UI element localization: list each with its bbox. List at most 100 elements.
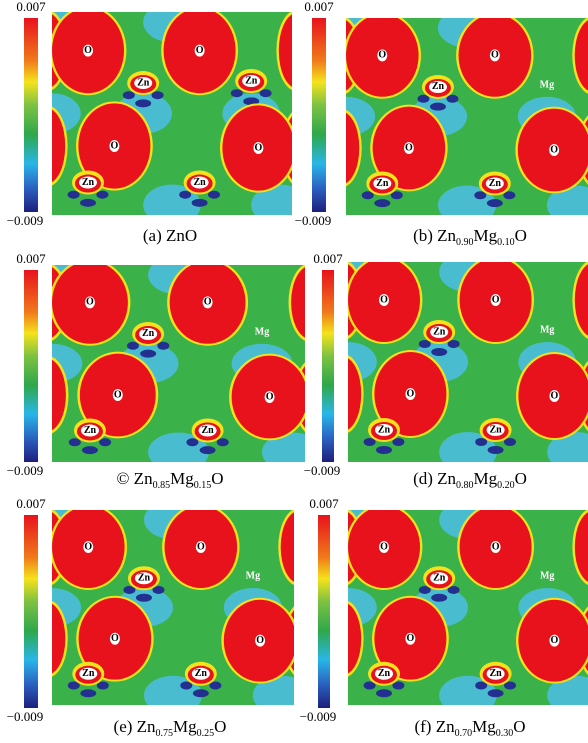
zn-shadow — [376, 689, 392, 697]
zn-shadow — [193, 689, 209, 697]
atom-label: Zn — [433, 326, 446, 337]
zn-shadow — [99, 438, 111, 446]
atom-label: O — [266, 391, 274, 402]
atom-label: O — [111, 140, 119, 151]
caption: (b) Zn0.90Mg0.10O — [413, 226, 527, 248]
zn-shadow — [487, 199, 503, 207]
colorbar — [24, 18, 38, 212]
atom-label: O — [204, 297, 212, 308]
atom-label: O — [550, 144, 558, 155]
panel: 0.007−0.009OOZnMgOOZnZn(f) Zn0.70Mg0.30O — [300, 496, 588, 739]
caption-part: (d) Zn — [413, 469, 456, 488]
caption-part: Mg — [472, 717, 496, 736]
colorbar-max: 0.007 — [313, 251, 343, 266]
caption: (f) Zn0.70Mg0.30O — [414, 717, 525, 739]
zn-shadow — [431, 594, 447, 602]
colorbar-max: 0.007 — [16, 496, 46, 511]
caption-part: O — [515, 226, 527, 245]
colorbar-min: −0.009 — [304, 463, 341, 478]
zn-shadow — [123, 91, 135, 99]
atom-label: O — [492, 294, 500, 305]
atom-label: O — [111, 633, 119, 644]
atom-label: Zn — [138, 573, 151, 584]
caption: © Zn0.85Mg0.15O — [117, 469, 224, 491]
zn-shadow — [186, 438, 198, 446]
zn-shadow — [431, 348, 447, 356]
density-map: OOZnMgOOZnZn — [22, 255, 337, 472]
zn-shadow — [192, 199, 208, 207]
zn-shadow — [96, 191, 108, 199]
colorbar-min: −0.009 — [295, 213, 332, 228]
atom-label: Zn — [378, 424, 391, 435]
caption-part: 0.20 — [497, 480, 515, 491]
colorbar-max: 0.007 — [304, 0, 334, 14]
panel: 0.007−0.009OOZnMgOOZnZn(d) Zn0.80Mg0.20O — [304, 251, 588, 491]
caption-part: (b) Zn — [413, 226, 456, 245]
atom-label: O — [84, 541, 92, 552]
atom-label: O — [114, 389, 122, 400]
atom-label: Zn — [489, 424, 502, 435]
caption-part: 0.80 — [456, 480, 474, 491]
colorbar-max: 0.007 — [309, 496, 339, 511]
caption-part: 0.30 — [496, 728, 514, 739]
caption-part: O — [515, 469, 527, 488]
zn-shadow — [80, 199, 96, 207]
atom-label: O — [86, 297, 94, 308]
zn-shadow — [135, 99, 151, 107]
zn-shadow — [80, 689, 96, 697]
caption-part: (a) ZnO — [143, 226, 197, 245]
zn-shadow — [217, 438, 229, 446]
atom-label: O — [196, 45, 204, 56]
atom-label: O — [84, 45, 92, 56]
atom-label: Mg — [540, 571, 554, 582]
caption-part: 0.90 — [456, 237, 474, 248]
colorbar-min: −0.009 — [300, 709, 337, 724]
colorbar — [312, 18, 326, 212]
atom-label: Zn — [489, 178, 502, 189]
atom-label: O — [407, 388, 415, 399]
atom-label: Mg — [540, 324, 554, 335]
caption-part: 0.75 — [156, 728, 174, 739]
edge-core — [325, 603, 361, 675]
zn-shadow — [69, 438, 81, 446]
colorbar-max: 0.007 — [16, 251, 46, 266]
caption-part: 0.70 — [455, 728, 473, 739]
density-map: OOZnMgOOZnZn — [317, 8, 588, 225]
edge-core — [279, 13, 315, 88]
caption-part: O — [513, 717, 525, 736]
colorbar — [24, 515, 38, 708]
panel: 0.007−0.009OOZnMgOOZnZn(e) Zn0.75Mg0.25O — [7, 496, 325, 739]
caption-part: Mg — [173, 717, 197, 736]
zn-shadow — [260, 89, 272, 97]
atom-label: Zn — [489, 668, 502, 679]
zn-shadow — [68, 191, 80, 199]
atom-label: Zn — [82, 668, 95, 679]
atom-label: Zn — [433, 573, 446, 584]
atom-label: O — [407, 633, 415, 644]
caption-part: 0.85 — [153, 480, 171, 491]
zn-shadow — [136, 594, 152, 602]
caption-part: 0.25 — [197, 728, 215, 739]
atom-label: O — [380, 541, 388, 552]
colorbar-min: −0.009 — [7, 213, 44, 228]
atom-label: Zn — [195, 668, 208, 679]
atom-label: O — [197, 541, 205, 552]
colorbar-min: −0.009 — [7, 709, 44, 724]
panel: 0.007−0.009OOZnZnOOZnZn(a) ZnO — [7, 0, 322, 245]
colorbar — [318, 515, 330, 708]
zn-shadow — [200, 446, 216, 454]
atom-label: Zn — [376, 178, 389, 189]
colorbar — [322, 270, 334, 462]
zn-shadow — [157, 342, 169, 350]
zn-shadow — [488, 446, 504, 454]
atom-label: Mg — [246, 571, 260, 582]
caption-part: (e) Zn — [114, 717, 157, 736]
zn-shadow — [152, 91, 164, 99]
zn-shadow — [231, 89, 243, 97]
caption-part: O — [211, 469, 223, 488]
atom-label: O — [378, 50, 386, 61]
atom-label: Zn — [432, 81, 445, 92]
colorbar — [24, 270, 38, 462]
caption-part: O — [214, 717, 226, 736]
